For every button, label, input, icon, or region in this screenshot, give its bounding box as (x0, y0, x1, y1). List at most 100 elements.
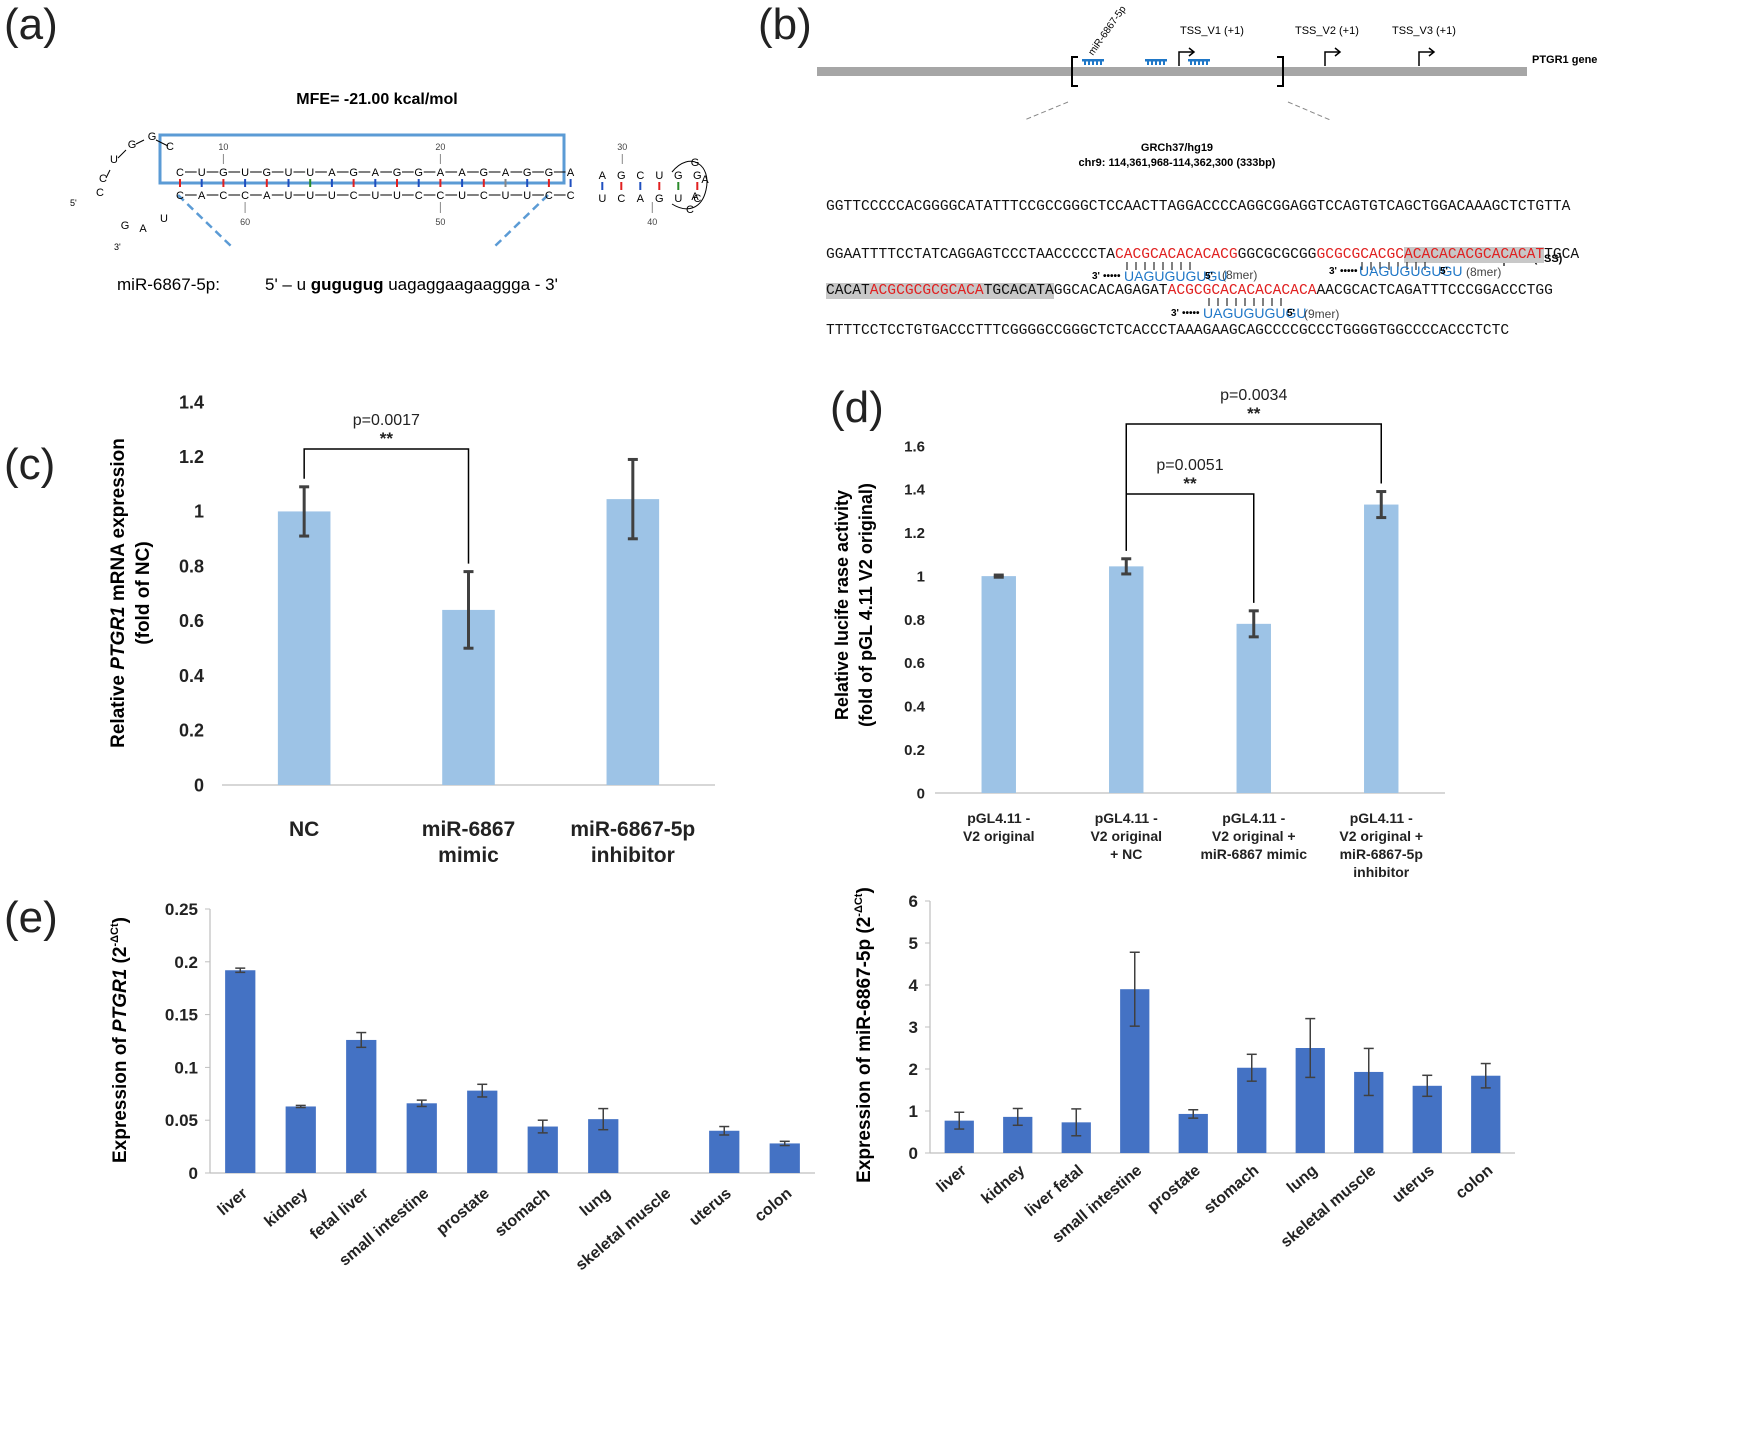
tick-number: 50 (435, 217, 445, 227)
svg-text:3': 3' (1329, 266, 1337, 277)
top-base: G (219, 167, 228, 179)
x-tick-label: inhibitor (1353, 864, 1410, 880)
y-tick-label: 5 (909, 934, 918, 953)
x-tick-label: liver (934, 1162, 970, 1196)
x-tick-label: miR-6867-5p (1340, 846, 1423, 862)
x-tick-label: colon (1453, 1162, 1497, 1202)
p-value-label: p=0.0034 (1220, 387, 1287, 404)
y-tick-label: 1 (917, 568, 925, 585)
y-tick-label: 0.15 (165, 1006, 198, 1025)
y-axis-title-part: Expression of miR-6867-5p (2 (854, 917, 875, 1183)
bottom-base: C (241, 190, 249, 202)
y-axis-title: Relative PTGR1 mRNA expression (108, 438, 129, 748)
svg-text:5': 5' (1205, 271, 1213, 282)
tick-number: 30 (617, 142, 627, 152)
significance-stars: ** (380, 429, 394, 448)
top-base: U (198, 167, 206, 179)
bar (277, 511, 331, 785)
y-tick-label: 0 (909, 1144, 918, 1163)
y-tick-label: 1.4 (904, 482, 926, 499)
tick-number: 10 (218, 142, 228, 152)
panel-label-d: (d) (830, 383, 884, 432)
x-tick-label: prostate (1145, 1162, 1204, 1216)
y-tick-label: 1 (194, 502, 204, 522)
y-axis-title-italic: PTGR1 (108, 606, 129, 669)
bottom-base: C (176, 190, 184, 202)
bar (527, 1126, 558, 1173)
x-tick-label: V2 original (1090, 828, 1162, 844)
right-stem-base: C (617, 193, 625, 205)
x-tick-label: V2 original + (1339, 828, 1423, 844)
tick-number: 60 (240, 217, 250, 227)
y-tick-label: 0.6 (179, 611, 204, 631)
y-axis-title: Expression of miR-6867-5p (2-ΔCt) (853, 887, 875, 1183)
y-tick-label: 0.8 (179, 556, 204, 576)
y-axis-title-part: ) (110, 917, 131, 923)
significance-stars: ** (1183, 474, 1197, 493)
x-tick-label: stomach (1201, 1162, 1262, 1217)
bottom-base: C (567, 190, 575, 202)
bar (285, 1106, 316, 1173)
y-axis-title-part: ) (854, 887, 875, 893)
top-base: G (480, 167, 489, 179)
svg-text:•••••: ••••• (1182, 308, 1200, 319)
y-tick-label: 0.05 (165, 1111, 198, 1130)
svg-text:UAGUGUGUGU: UAGUGUGUGU (1203, 305, 1306, 321)
svg-text:(8mer): (8mer) (1222, 268, 1257, 282)
y-tick-label: 0.2 (179, 721, 204, 741)
top-base: G (393, 167, 402, 179)
bottom-base: U (393, 190, 401, 202)
bottom-base: C (545, 190, 553, 202)
top-base: U (241, 167, 249, 179)
significance-stars: ** (1247, 404, 1261, 423)
x-tick-label: pGL4.11 - (967, 810, 1030, 826)
right-stem-base: C (693, 193, 701, 205)
y-tick-label: 2 (909, 1060, 918, 1079)
y-tick-label: 0.2 (174, 953, 198, 972)
panel-label-b: (b) (758, 0, 812, 49)
hairpin-base: C (686, 204, 694, 216)
bar (406, 1103, 437, 1173)
y-tick-label: 3 (909, 1018, 918, 1037)
y-tick-label: 0.6 (904, 655, 925, 672)
bar (1178, 1113, 1208, 1153)
top-base: A (437, 167, 445, 179)
right-stem-base: U (598, 193, 606, 205)
assembly-label: GRCh37/hg19 (1141, 142, 1213, 154)
right-stem-base: U (674, 193, 682, 205)
p-value-label: p=0.0017 (353, 412, 420, 429)
bar (769, 1143, 800, 1173)
mirna-label: miR-6867-5p: (117, 275, 220, 294)
y-tick-label: 1.2 (904, 525, 925, 542)
mir-site-marker-1 (1082, 59, 1104, 65)
y-tick-label: 0 (194, 775, 204, 795)
hairpin-base: A (701, 174, 709, 186)
y-axis-title-superscript: -ΔCt (853, 893, 865, 917)
y-tick-label: 1.6 (904, 438, 925, 455)
zoom-line-b-left (1023, 101, 1069, 120)
bar (1109, 566, 1144, 793)
bar (346, 1039, 377, 1173)
y-axis-title-line2: (fold of NC) (133, 541, 154, 644)
y-tick-label: 4 (909, 976, 919, 995)
bar (1364, 504, 1399, 793)
y-tick-label: 0.4 (179, 666, 204, 686)
y-tick-label: 0.25 (165, 900, 198, 919)
x-tick-label: V2 original + (1212, 828, 1296, 844)
svg-text:UAGUGUGUGU: UAGUGUGUGU (1359, 263, 1462, 279)
right-stem-base: G (617, 170, 626, 182)
tss-label-v3: TSS_V3 (+1) (1392, 25, 1456, 37)
bar (1237, 1067, 1267, 1153)
tss-arrow-v3 (1418, 47, 1436, 66)
top-base: G (523, 167, 532, 179)
top-base: G (545, 167, 554, 179)
bottom-base: U (285, 190, 293, 202)
seq-line-4: TTTTCCTCCTGTGACCCTTTCGGGGCCGGGCTCTCACCCT… (826, 323, 1510, 339)
x-tick-label: uterus (1389, 1162, 1437, 1207)
gene-bar (817, 67, 1527, 76)
loop-base: G (128, 139, 137, 151)
bottom-base: A (198, 190, 206, 202)
tick-number: 40 (647, 217, 657, 227)
